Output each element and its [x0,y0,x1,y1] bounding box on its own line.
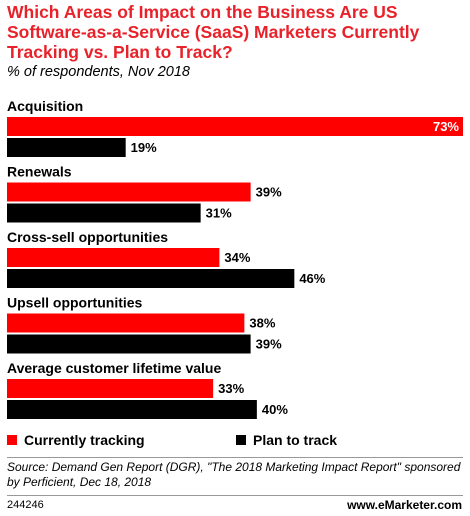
bar-plan-to-track-renewals [7,203,201,223]
value-label-plan-to-track-renewals: 31% [206,206,232,221]
legend-item-currently-tracking: Currently tracking [7,432,145,448]
source-note: Source: Demand Gen Report (DGR), "The 20… [7,460,461,489]
category-label-cross-sell-opportunities: Cross-sell opportunities [7,229,168,245]
category-label-upsell-opportunities: Upsell opportunities [7,295,143,311]
bar-plan-to-track-cross-sell-opportunities [7,269,295,288]
chart-title: Which Areas of Impact on the Business Ar… [7,2,420,62]
chart-subtitle: % of respondents, Nov 2018 [7,64,190,80]
value-label-currently-tracking-upsell-opportunities: 38% [249,316,275,331]
brand-link[interactable]: www.eMarketer.com [347,498,462,512]
legend-item-plan-to-track: Plan to track [236,432,337,448]
footer-divider [7,457,463,458]
bar-chart: Acquisition 73% 19% Renewals 39% 31% Cross-sel… [7,98,463,419]
value-label-currently-tracking-average-customer-lifetime-value: 33% [218,381,244,396]
legend-swatch-currently-tracking [7,435,17,445]
bar-plan-to-track-acquisition [7,138,126,157]
value-label-plan-to-track-acquisition: 19% [131,140,157,155]
bar-currently-tracking-acquisition [7,117,463,136]
footer-divider-bottom [7,495,463,496]
value-label-currently-tracking-cross-sell-opportunities: 34% [224,250,250,265]
value-label-plan-to-track-upsell-opportunities: 39% [256,337,282,352]
value-label-plan-to-track-average-customer-lifetime-value: 40% [262,402,288,417]
bar-currently-tracking-average-customer-lifetime-value [7,379,214,398]
legend-label-plan-to-track: Plan to track [253,432,338,448]
value-label-currently-tracking-acquisition: 73% [433,119,459,134]
category-label-acquisition: Acquisition [7,98,83,114]
bar-currently-tracking-cross-sell-opportunities [7,248,220,267]
category-label-average-customer-lifetime-value: Average customer lifetime value [7,360,221,376]
bar-plan-to-track-average-customer-lifetime-value [7,400,257,419]
category-label-renewals: Renewals [7,164,72,180]
bar-currently-tracking-renewals [7,182,251,202]
legend-label-currently-tracking: Currently tracking [24,432,145,448]
value-label-currently-tracking-renewals: 39% [256,185,282,200]
chart-id: 244246 [7,499,44,511]
bar-plan-to-track-upsell-opportunities [7,334,251,354]
legend-swatch-plan-to-track [236,435,246,445]
value-label-plan-to-track-cross-sell-opportunities: 46% [299,271,325,286]
bar-currently-tracking-upsell-opportunities [7,313,245,333]
